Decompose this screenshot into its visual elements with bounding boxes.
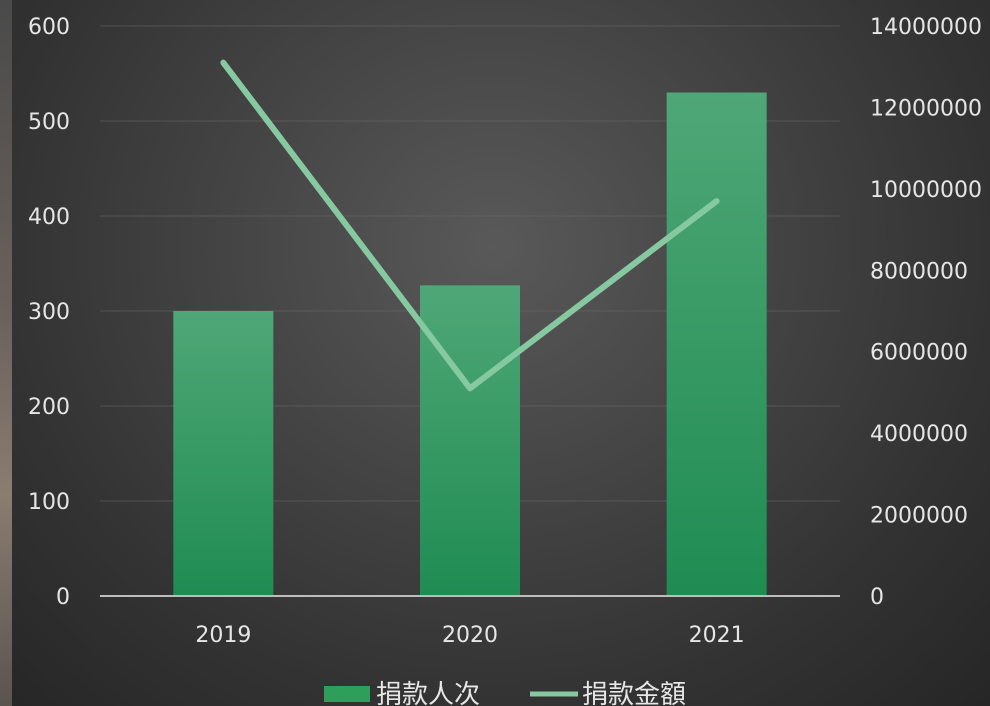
left-axis-tick-label: 500	[28, 110, 70, 135]
right-axis-tick-label: 14000000	[870, 15, 982, 40]
left-axis-tick-label: 600	[28, 15, 70, 40]
right-axis-tick-label: 4000000	[870, 422, 968, 447]
line-point-2021	[716, 200, 718, 202]
line-point-2020	[469, 387, 471, 389]
left-axis-tick-label: 300	[28, 300, 70, 325]
right-axis-tick-label: 0	[870, 585, 884, 610]
x-axis-category-label: 2019	[195, 623, 251, 648]
line-point-2019	[222, 62, 224, 64]
right-axis-tick-label: 6000000	[870, 341, 968, 366]
right-axis-tick-label: 2000000	[870, 504, 968, 529]
left-edge-decoration	[0, 0, 12, 706]
legend-label-bar: 捐款人次	[376, 680, 480, 706]
bar-2021	[666, 92, 767, 596]
line-series	[220, 59, 720, 392]
left-axis-tick-label: 400	[28, 205, 70, 230]
bar-series	[173, 92, 767, 596]
x-axis-category-label: 2020	[442, 623, 498, 648]
legend: 捐款人次 捐款金額	[324, 680, 686, 706]
right-axis-tick-label: 12000000	[870, 96, 982, 121]
right-axis-tick-label: 8000000	[870, 259, 968, 284]
left-axis-tick-label: 200	[28, 395, 70, 420]
x-axis-category-label: 2021	[689, 623, 745, 648]
legend-swatch-bar	[324, 686, 370, 702]
right-axis-tick-label: 10000000	[870, 178, 982, 203]
bar-2019	[173, 311, 274, 596]
left-axis-tick-label: 0	[56, 585, 70, 610]
bar-2020	[420, 285, 520, 596]
left-axis-tick-label: 100	[28, 490, 70, 515]
legend-label-line: 捐款金額	[582, 680, 686, 706]
axes: 0 100 200 300 400 500 600 0 2000000 4000000 600000…	[28, 15, 982, 648]
